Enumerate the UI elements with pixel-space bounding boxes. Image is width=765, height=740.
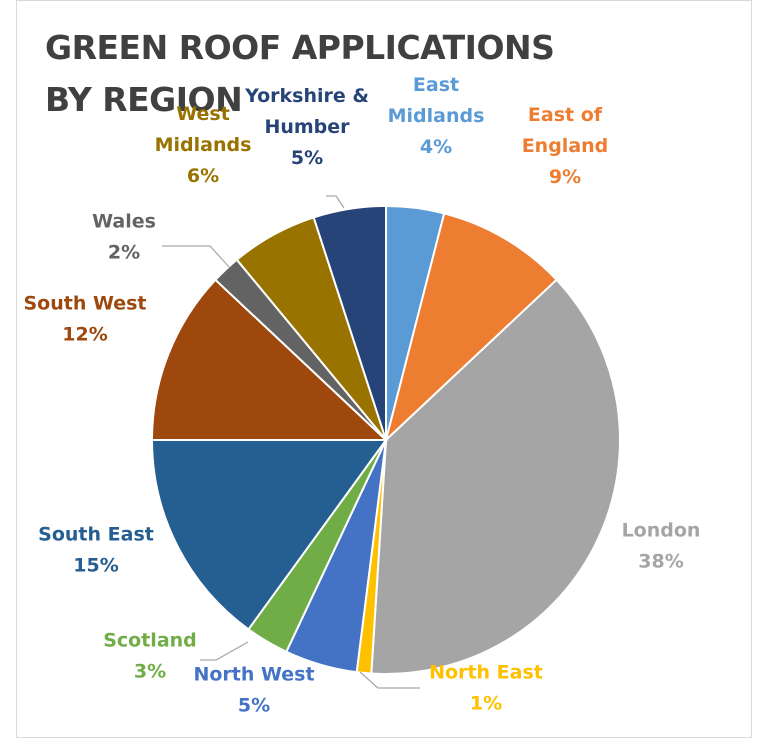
data-label-value: 1% [470,693,502,715]
data-label-category: London [622,520,701,542]
pie-slice-london [370,278,621,675]
chart-title-line-2: BY REGION [45,80,243,119]
data-label-value: 38% [638,551,683,573]
data-label-value: 12% [62,324,107,346]
data-label-category: Wales [92,211,156,233]
data-label-category: Humber [264,116,350,138]
data-label-category: North West [193,664,314,686]
pie-slices [150,204,621,675]
data-label-value: 5% [238,695,270,717]
pie-slice-south-east [150,439,388,631]
data-label: London 38% [622,520,701,573]
data-label-category: Scotland [103,630,197,652]
data-label-value: 5% [291,147,323,169]
data-label-category: South West [23,293,146,315]
data-label: Scotland 3% [103,630,197,683]
data-label-category: East of [528,104,603,126]
data-label-category: West [176,103,230,125]
pie-slice-yorkshire-humber [312,204,387,441]
data-label-category: England [522,135,609,157]
data-label-category: Midlands [388,105,485,127]
leader-line [162,245,231,269]
data-label: West Midlands 6% [155,103,252,187]
data-label-category: East [413,74,459,96]
data-label-value: 4% [420,136,452,158]
data-label: North West 5% [193,664,314,717]
pie-slice-east-of-england [384,212,558,444]
data-label: East of England 9% [522,104,609,188]
data-label-category: Yorkshire & [244,85,369,107]
data-label-category: Midlands [155,134,252,156]
data-label-value: 3% [134,661,166,683]
leader-line [326,195,345,209]
data-label-value: 2% [108,242,140,264]
data-label: South West 12% [23,293,146,346]
leader-line [359,671,420,689]
data-label: North East 1% [429,662,543,715]
data-label: East Midlands 4% [388,74,485,158]
leader-line [200,641,249,661]
data-label-value: 6% [187,165,219,187]
pie-slice-south-west [150,278,389,441]
data-label-value: 9% [549,166,581,188]
data-label-category: North East [429,662,543,684]
data-label-value: 15% [73,555,118,577]
data-label-category: South East [38,524,154,546]
chart-title: GREEN ROOF APPLICATIONS BY REGION [45,22,555,126]
data-label: South East 15% [38,524,154,577]
chart-title-line-1: GREEN ROOF APPLICATIONS [45,28,555,67]
data-label: Wales 2% [92,211,156,264]
data-label: Yorkshire & Humber 5% [244,85,369,169]
